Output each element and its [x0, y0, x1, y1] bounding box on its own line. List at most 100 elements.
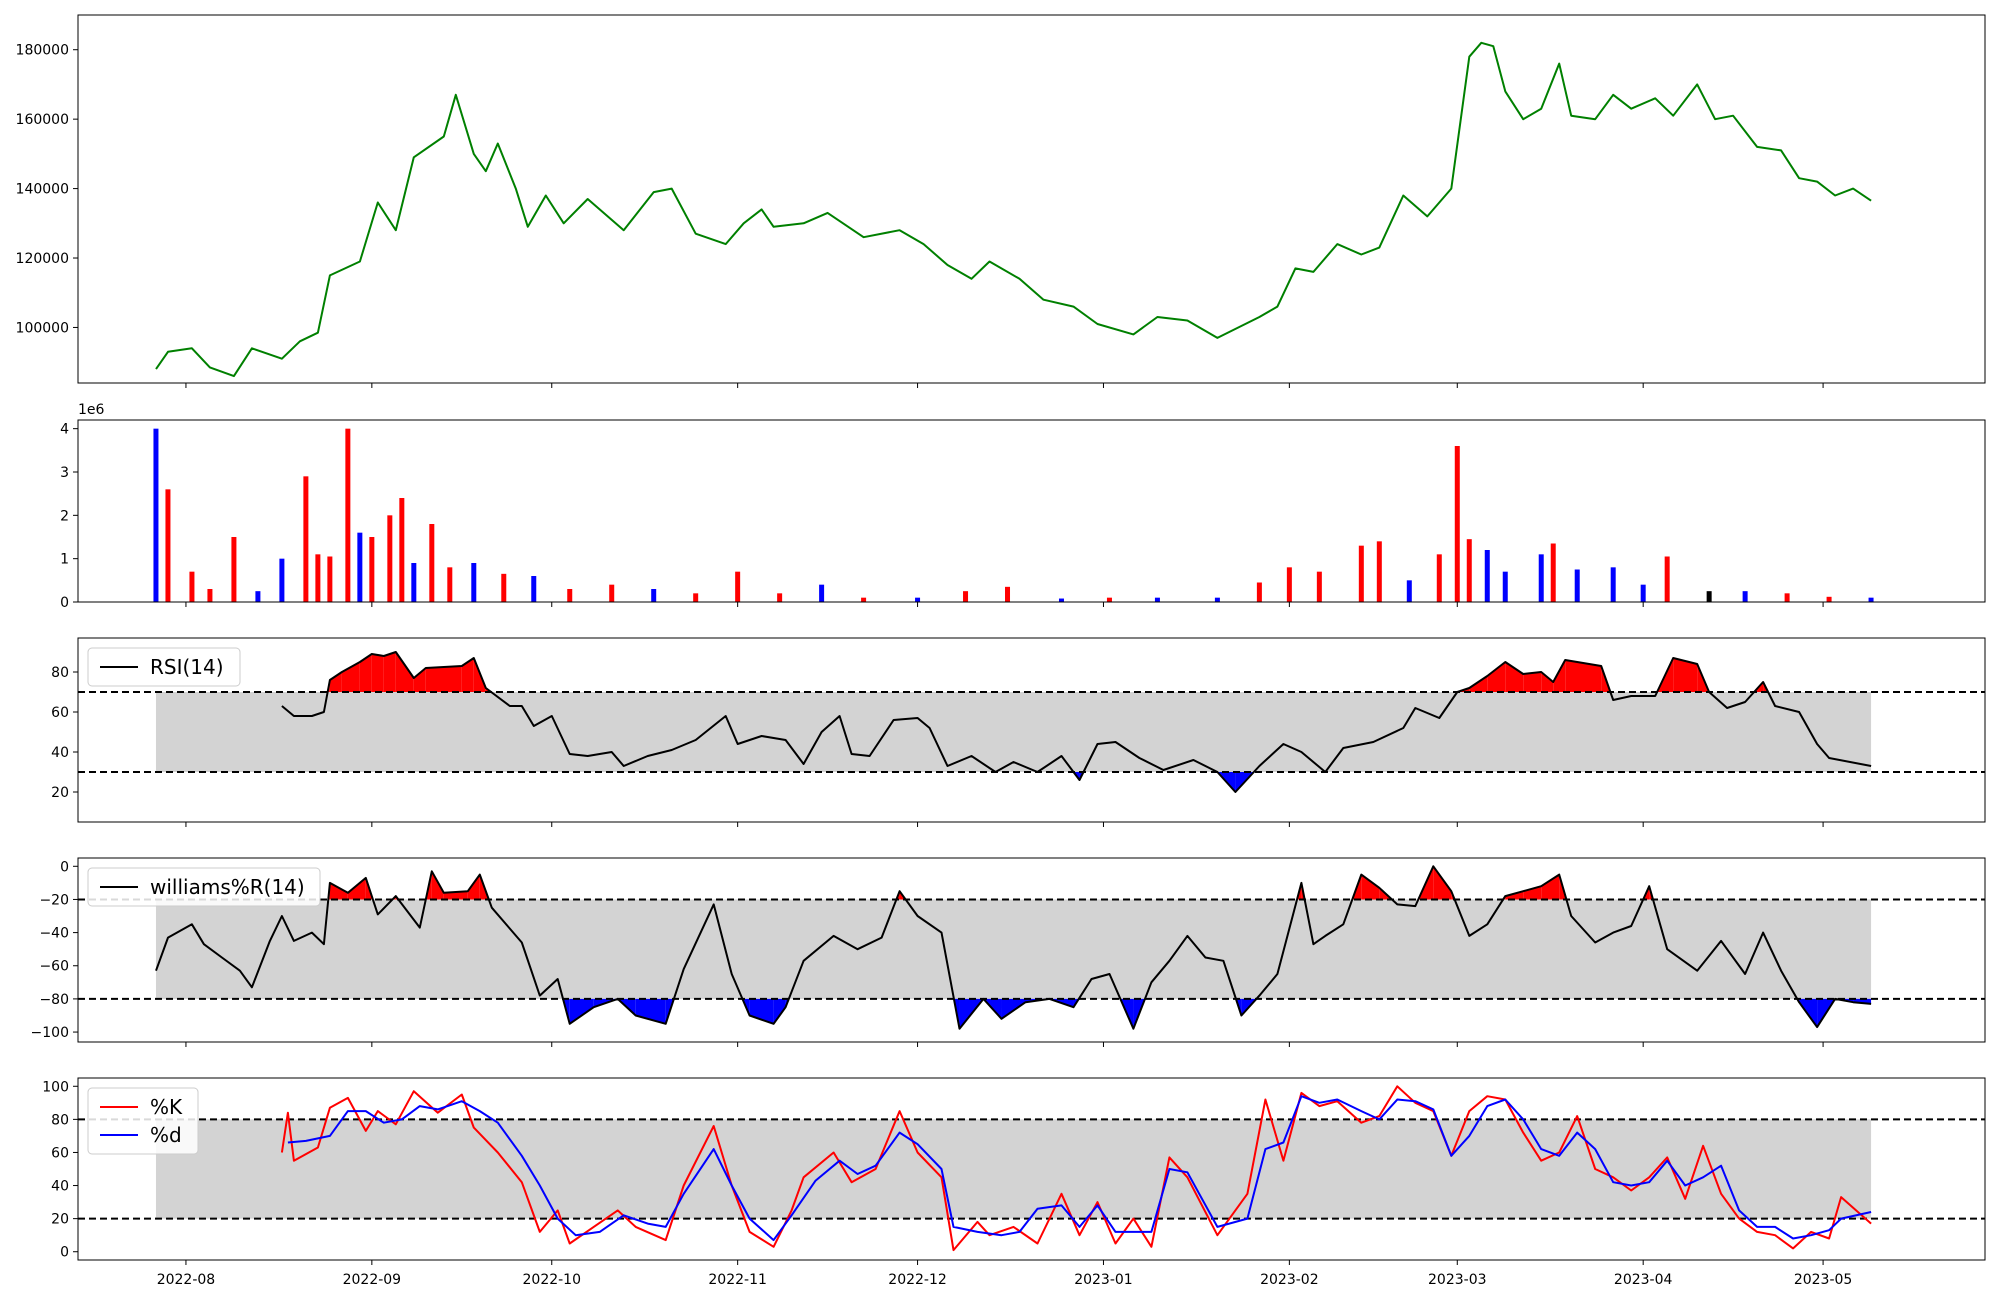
overbought-fill	[1487, 662, 1506, 692]
overbought-fill	[395, 652, 414, 692]
y-tick-label: 40	[51, 745, 69, 761]
rsi-frame	[77, 637, 1986, 823]
rsi-neutral-band	[155, 692, 1872, 772]
y-tick-label: −100	[31, 1025, 69, 1041]
volume-bar	[1466, 539, 1472, 602]
volume-bar	[777, 593, 783, 602]
oversold-fill	[749, 998, 774, 1024]
volume-bar	[1574, 569, 1580, 602]
rsi-panel: 20 40 60 80 RSI(14)	[51, 637, 1986, 823]
overbought-fill	[425, 666, 462, 692]
volume-bar	[1256, 582, 1262, 602]
legend-box	[87, 867, 321, 907]
overbought-fill	[371, 654, 384, 692]
volume-bar	[153, 428, 159, 602]
overbought-fill	[1673, 658, 1698, 692]
x-tick-label: 2023-02	[1260, 1272, 1319, 1288]
volume-bar	[963, 591, 969, 602]
y-tick-label: 100	[42, 1079, 69, 1095]
volume-bar	[1826, 596, 1832, 602]
legend-label: %d	[150, 1123, 182, 1147]
stochastic-panel: 0 20 40 60 80 100 %K %d	[42, 1077, 1986, 1261]
overbought-fill	[1361, 874, 1380, 900]
volume-bar	[735, 571, 741, 602]
volume-bar	[819, 584, 825, 602]
legend-box	[87, 647, 241, 687]
volume-bar	[369, 537, 375, 602]
y-tick-label: 3	[60, 465, 69, 481]
volume-bar	[501, 573, 507, 602]
volume-plot-area	[78, 420, 1985, 602]
volume-bar	[1484, 550, 1490, 602]
williams_r-panel: −100 −80 −60 −40 −20 0 williams%R(14)	[31, 857, 1986, 1043]
y-tick-label: 140000	[16, 182, 69, 198]
y-tick-label: 20	[51, 785, 69, 801]
x-tick-label: 2022-11	[708, 1272, 767, 1288]
y-tick-label: −40	[39, 926, 69, 942]
x-tick-label: 2023-05	[1794, 1272, 1853, 1288]
legend-label: %K	[150, 1095, 183, 1119]
legend-box	[87, 1087, 199, 1155]
volume-bar	[651, 589, 657, 602]
volume-bar	[1538, 554, 1544, 602]
volume-bar	[861, 597, 867, 602]
y-tick-label: 60	[51, 1145, 69, 1161]
y-tick-label: −20	[39, 892, 69, 908]
volume-bar	[279, 558, 285, 602]
volume-bar	[357, 532, 363, 602]
overbought-fill	[1553, 660, 1566, 692]
volume-bar	[609, 584, 615, 602]
y-tick-label: 160000	[16, 112, 69, 128]
legend-label: williams%R(14)	[150, 875, 305, 899]
volume-bar	[399, 498, 405, 602]
volume-bar	[1550, 543, 1556, 602]
volume-bar	[315, 554, 321, 602]
volume-bar	[1316, 571, 1322, 602]
x-tick-label: 2023-04	[1614, 1272, 1673, 1288]
volume-bar	[1706, 591, 1712, 602]
volume-panel: 0 1 2 3 4 1e6	[60, 402, 1986, 611]
y-tick-label: 4	[60, 422, 69, 438]
volume-bar	[189, 571, 195, 602]
y-tick-label: −80	[39, 992, 69, 1008]
volume-bar	[447, 567, 453, 602]
volume-bar	[255, 591, 261, 602]
volume-bar	[531, 576, 537, 602]
legend-label: RSI(14)	[150, 655, 224, 679]
volume-bar	[471, 563, 477, 602]
volume-bar	[1154, 597, 1160, 602]
volume-bar	[1784, 593, 1790, 602]
y-tick-label: −60	[39, 959, 69, 975]
y-tick-label: 180000	[16, 43, 69, 59]
stochastic-neutral-band	[155, 1119, 1872, 1219]
x-tick-label: 2022-08	[157, 1272, 216, 1288]
volume-bar	[303, 476, 309, 602]
volume-bar	[387, 515, 393, 602]
y-tick-label: 60	[51, 705, 69, 721]
price-series-line	[155, 41, 1872, 378]
volume-bar	[1214, 597, 1220, 602]
overbought-fill	[1523, 672, 1542, 692]
x-tick-label: 2023-03	[1428, 1272, 1487, 1288]
overbought-fill	[383, 652, 396, 692]
overbought-fill	[1541, 874, 1560, 900]
price-frame	[77, 14, 1986, 384]
volume-bar	[1610, 567, 1616, 602]
oversold-fill	[773, 998, 786, 1024]
rsi-14--series-line	[281, 651, 1872, 793]
volume-bar	[1406, 580, 1412, 602]
x-tick-label: 2022-12	[888, 1272, 947, 1288]
williams_r-neutral-band	[155, 899, 1872, 999]
overbought-fill	[1565, 660, 1602, 692]
volume-bar	[1106, 597, 1112, 602]
overbought-fill	[1433, 866, 1452, 900]
price-plot-area	[78, 15, 1985, 383]
overbought-fill	[1541, 672, 1554, 692]
y-tick-label: 2	[60, 508, 69, 524]
volume-bar	[165, 489, 171, 602]
x-tick-label: 2023-01	[1074, 1272, 1133, 1288]
volume-frame	[77, 419, 1986, 603]
overbought-fill	[329, 882, 348, 900]
x-tick-label: 2022-09	[343, 1272, 402, 1288]
